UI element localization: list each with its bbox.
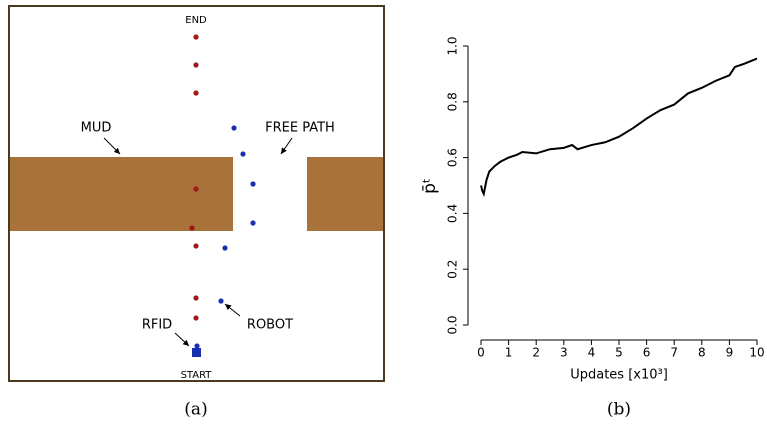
x-tick-label: 5 xyxy=(615,346,623,360)
x-axis-label: Updates [x10³] xyxy=(570,368,668,383)
rfid-tag xyxy=(192,348,201,357)
arrow xyxy=(224,303,241,317)
start-label: START xyxy=(181,370,213,381)
free-path-label: FREE PATH xyxy=(265,121,335,136)
waypoint xyxy=(193,315,199,321)
x-tick-label: 7 xyxy=(670,346,678,360)
y-tick-label: 0.8 xyxy=(446,92,460,111)
x-tick-label: 10 xyxy=(749,346,764,360)
x-tick-label: 4 xyxy=(588,346,596,360)
x-tick-label: 8 xyxy=(698,346,706,360)
arrow xyxy=(280,137,293,155)
end-label: END xyxy=(185,15,207,26)
rfid-label: RFID xyxy=(142,318,172,333)
waypoint xyxy=(222,245,228,251)
x-tick-label: 9 xyxy=(726,346,734,360)
waypoint xyxy=(240,151,246,157)
robot-label: ROBOT xyxy=(247,318,293,333)
y-axis-label: p̄ᵗ xyxy=(420,178,440,194)
caption: (a) xyxy=(184,400,207,420)
x-tick-label: 2 xyxy=(532,346,540,360)
waypoint xyxy=(193,90,199,96)
waypoint xyxy=(250,220,256,226)
waypoint xyxy=(231,125,237,131)
mud-right xyxy=(307,157,383,231)
map-panel: END MUD FREE PATH RFID ROBOT START (a) xyxy=(8,5,385,420)
data-line xyxy=(480,57,758,197)
arrows xyxy=(103,137,293,347)
x-tick-label: 6 xyxy=(643,346,651,360)
arrow xyxy=(174,332,190,347)
x-tick-label: 3 xyxy=(560,346,568,360)
waypoint xyxy=(193,243,199,249)
waypoint xyxy=(218,298,224,304)
waypoint xyxy=(194,343,200,349)
y-tick-label: 1.0 xyxy=(446,36,460,55)
mud-left xyxy=(10,157,233,231)
caption: (b) xyxy=(607,400,631,420)
waypoint xyxy=(193,34,199,40)
waypoint xyxy=(193,186,199,192)
x-tick-label: 0 xyxy=(477,346,485,360)
waypoint xyxy=(193,62,199,68)
blue-path xyxy=(192,125,256,357)
mud-label: MUD xyxy=(81,121,112,136)
arrow xyxy=(103,137,121,155)
waypoint xyxy=(189,225,195,231)
waypoint xyxy=(250,181,256,187)
y-tick-label: 0.0 xyxy=(446,315,460,334)
y-tick-label: 0.2 xyxy=(446,260,460,279)
waypoint xyxy=(193,295,199,301)
y-tick-label: 0.4 xyxy=(446,204,460,223)
x-tick-label: 1 xyxy=(505,346,513,360)
y-tick-label: 0.6 xyxy=(446,148,460,167)
red-path xyxy=(189,34,199,321)
